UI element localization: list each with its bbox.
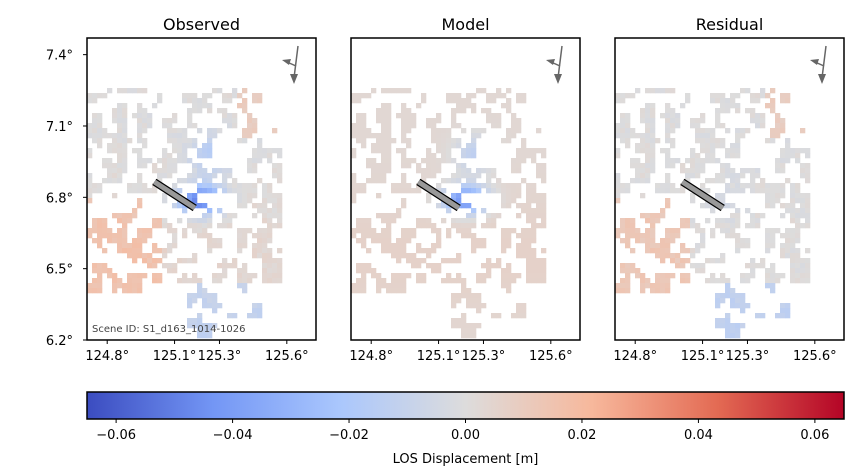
displacement-raster xyxy=(351,88,547,339)
displacement-raster xyxy=(87,88,283,339)
heading-arrow-icon xyxy=(282,45,299,84)
y-tick-label: 6.8° xyxy=(46,191,73,206)
colorbar-tick-label: 0.00 xyxy=(451,428,480,443)
colorbar-tick-label: −0.06 xyxy=(96,428,136,443)
fault-trace xyxy=(680,178,725,212)
y-tick-label: 6.5° xyxy=(46,263,73,278)
x-tick-label: 125.1° xyxy=(153,349,197,364)
colorbar-label: LOS Displacement [m] xyxy=(393,452,539,467)
panel-model: Model 124.8° 125.1° 125.3° 125.6° xyxy=(349,15,581,364)
colorbar-gradient xyxy=(86,391,845,420)
fault-trace xyxy=(416,178,461,212)
colorbar-tick-label: 0.06 xyxy=(800,428,829,443)
panel-frame xyxy=(86,37,317,341)
panel-title: Residual xyxy=(696,15,764,34)
colorbar-tick-label: −0.04 xyxy=(213,428,253,443)
x-tick-label: 125.3° xyxy=(198,349,242,364)
x-tick-label: 124.8° xyxy=(613,349,657,364)
colorbar-tick-label: 0.02 xyxy=(567,428,596,443)
x-tick-label: 125.3° xyxy=(462,349,506,364)
panel-title: Observed xyxy=(163,15,240,34)
scene-id-label: Scene ID: S1_d163_1014-1026 xyxy=(92,324,246,335)
displacement-raster xyxy=(615,88,811,339)
x-tick-label: 125.1° xyxy=(417,349,461,364)
x-tick-label: 125.1° xyxy=(681,349,725,364)
x-tick-label: 125.6° xyxy=(529,349,573,364)
y-tick-label: 7.4° xyxy=(46,49,73,64)
y-tick-label: 7.1° xyxy=(46,120,73,135)
fault-trace xyxy=(152,178,197,212)
x-tick-label: 125.6° xyxy=(793,349,837,364)
colorbar-tick-label: 0.04 xyxy=(684,428,713,443)
panel-title: Model xyxy=(441,15,489,34)
heading-arrow-icon xyxy=(810,45,827,84)
panel-frame xyxy=(350,37,581,341)
panel-frame xyxy=(614,37,845,341)
panel-residual: Residual 124.8° 125.1° 125.3° 125.6° xyxy=(613,15,845,364)
heading-arrow-icon xyxy=(546,45,563,84)
panel-observed: Observed 124.8° 125.1° 125.3° 125.6° 7.4° 7.1°… xyxy=(46,15,317,364)
x-tick-label: 125.6° xyxy=(265,349,309,364)
x-tick-label: 124.8° xyxy=(349,349,393,364)
x-tick-label: 125.3° xyxy=(726,349,770,364)
x-tick-label: 124.8° xyxy=(85,349,129,364)
colorbar: −0.06 −0.04 −0.02 0.00 0.02 0.04 0.06 LOS Displ… xyxy=(86,391,845,467)
y-tick-label: 6.2° xyxy=(46,334,73,349)
colorbar-tick-label: −0.02 xyxy=(329,428,369,443)
